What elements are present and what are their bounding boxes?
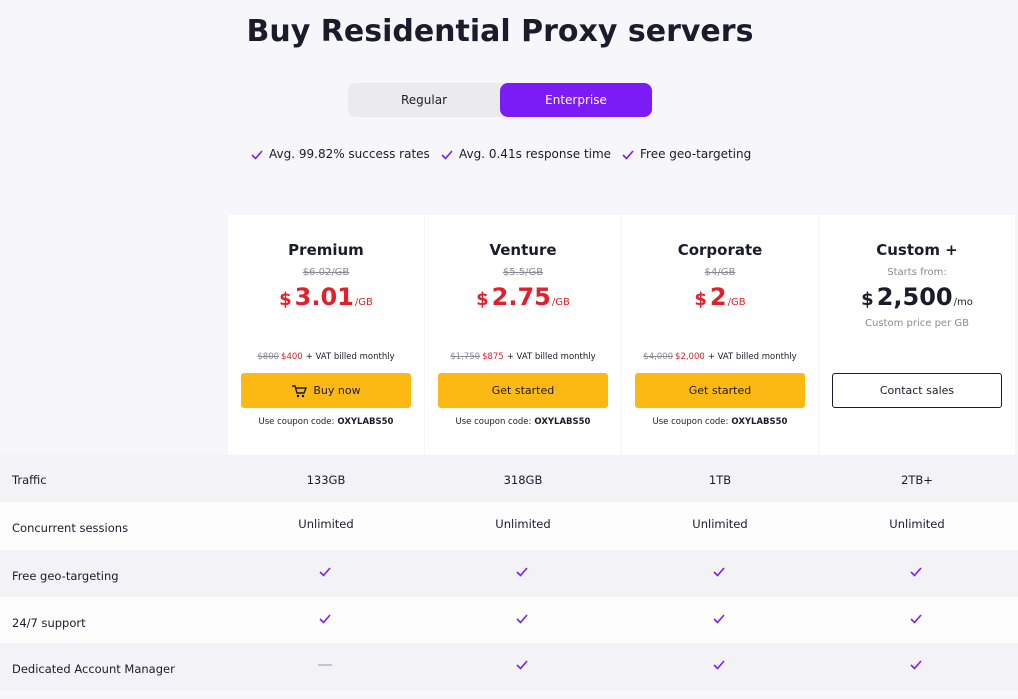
coupon-code: OXYLABS50 [337, 417, 394, 427]
table-row: 24/7 support [0, 597, 1018, 643]
plan-button[interactable]: Get started [438, 373, 608, 408]
table-row: Free geo-targeting [0, 550, 1018, 597]
old-price: $4/GB [704, 267, 736, 278]
price: $3.01/GB [228, 283, 424, 311]
row-label: 24/7 support [12, 616, 86, 630]
feature-text: Avg. 99.82% success rates [269, 147, 430, 161]
check-icon [910, 567, 922, 577]
cell-text: 2TB+ [901, 473, 933, 487]
check-icon [622, 150, 634, 160]
check-icon [319, 567, 331, 577]
row-label: Concurrent sessions [12, 521, 129, 535]
price-currency: $ [694, 289, 707, 310]
cell-text: Unlimited [889, 517, 945, 531]
row-label: Dedicated Account Manager [12, 662, 175, 676]
coupon-text: Use coupon code: [455, 417, 532, 427]
button-label: Get started [688, 384, 752, 397]
table-row: Concurrent sessions Unlimited Unlimited Unl… [0, 502, 1018, 550]
table-row: Traffic 133GB 318GB 1TB 2TB+ [0, 455, 1018, 502]
billing-old: $800 [257, 352, 280, 362]
coupon: Use coupon code: OXYLABS50 [425, 417, 621, 427]
coupon-code: OXYLABS50 [731, 417, 788, 427]
plan-name: Venture [489, 241, 557, 259]
page-title: Buy Residential Proxy servers [246, 14, 754, 49]
price: $2,500/mo [819, 283, 1015, 311]
price-unit: /GB [354, 297, 373, 308]
old-price: $6.02/GB [302, 267, 350, 278]
plan-card: Corporate $4/GB $2/GB $4,000 $2,000 + VAT bil… [622, 215, 818, 455]
plan-name: Premium [288, 241, 364, 259]
price-currency: $ [861, 289, 874, 310]
plan-card: Venture $5.5/GB $2.75/GB $1,750 $875 + VAT bi… [425, 215, 621, 455]
price-unit: /GB [727, 297, 746, 308]
check-icon [910, 614, 922, 624]
check-icon [516, 567, 528, 577]
plan-name: Corporate [677, 241, 763, 259]
plan-button[interactable]: Contact sales [832, 373, 1002, 408]
billing-old: $1,750 [450, 352, 481, 362]
price-currency: $ [476, 289, 489, 310]
cell-text: 1TB [708, 473, 732, 487]
check-icon [713, 567, 725, 577]
billing: $1,750 $875 + VAT billed monthly [425, 352, 621, 362]
check-icon [516, 614, 528, 624]
row-label: Traffic [12, 473, 47, 487]
plan-card: Custom + Starts from: $2,500/mo Custom pric… [819, 215, 1015, 455]
cell-text: Unlimited [298, 517, 354, 531]
starts-from: Starts from: [887, 267, 947, 278]
cell-text: 133GB [306, 473, 346, 487]
plan-card: Premium $6.02/GB $3.01/GB $800 $400 + VAT bil… [228, 215, 424, 455]
price-amount: 2.75 [491, 283, 551, 311]
coupon: Use coupon code: OXYLABS50 [228, 417, 424, 427]
coupon-text: Use coupon code: [652, 417, 729, 427]
tab[interactable]: Enterprise [500, 83, 652, 117]
billing-new: $875 [482, 352, 504, 362]
price-unit: /GB [551, 297, 570, 308]
cell-text: 318GB [503, 473, 543, 487]
feature-text: Free geo-targeting [640, 147, 752, 161]
plan-button[interactable]: Get started [635, 373, 805, 408]
check-icon [910, 660, 922, 670]
price-unit: /mo [953, 297, 973, 308]
billing-note: + VAT billed monthly [305, 352, 395, 362]
price-note: Custom price per GB [865, 318, 969, 329]
billing-old: $4,000 [643, 352, 674, 362]
old-price: $5.5/GB [502, 267, 544, 278]
check-icon [251, 150, 263, 160]
check-icon [319, 614, 331, 624]
price-amount: 2,500 [876, 283, 953, 311]
cell-text: Unlimited [495, 517, 551, 531]
button-label: Get started [491, 384, 555, 397]
check-icon [516, 660, 528, 670]
cell-text: Unlimited [692, 517, 748, 531]
price: $2/GB [622, 283, 818, 311]
price-amount: 2 [709, 283, 727, 311]
billing: $800 $400 + VAT billed monthly [228, 352, 424, 362]
price-amount: 3.01 [294, 283, 354, 311]
plan-button[interactable]: Buy now [241, 373, 411, 408]
feature-text: Avg. 0.41s response time [459, 147, 612, 161]
billing-new: $400 [281, 352, 303, 362]
price: $2.75/GB [425, 283, 621, 311]
cart-icon [292, 384, 308, 397]
billing: $4,000 $2,000 + VAT billed monthly [622, 352, 818, 362]
price-currency: $ [279, 289, 292, 310]
billing-note: + VAT billed monthly [506, 352, 596, 362]
coupon-text: Use coupon code: [258, 417, 335, 427]
coupon: Use coupon code: OXYLABS50 [622, 417, 818, 427]
table-row: Dedicated Account Manager [0, 643, 1018, 690]
tab[interactable]: Regular [400, 93, 448, 107]
check-icon [713, 660, 725, 670]
button-label: Contact sales [879, 384, 955, 397]
check-icon [441, 150, 453, 160]
check-icon [713, 614, 725, 624]
coupon-code: OXYLABS50 [534, 417, 591, 427]
row-label: Free geo-targeting [12, 569, 119, 583]
billing-note: + VAT billed monthly [707, 352, 797, 362]
billing-new: $2,000 [675, 352, 705, 362]
button-label: Buy now [313, 384, 361, 397]
dash-icon [318, 664, 332, 666]
plan-name: Custom + [876, 241, 958, 259]
